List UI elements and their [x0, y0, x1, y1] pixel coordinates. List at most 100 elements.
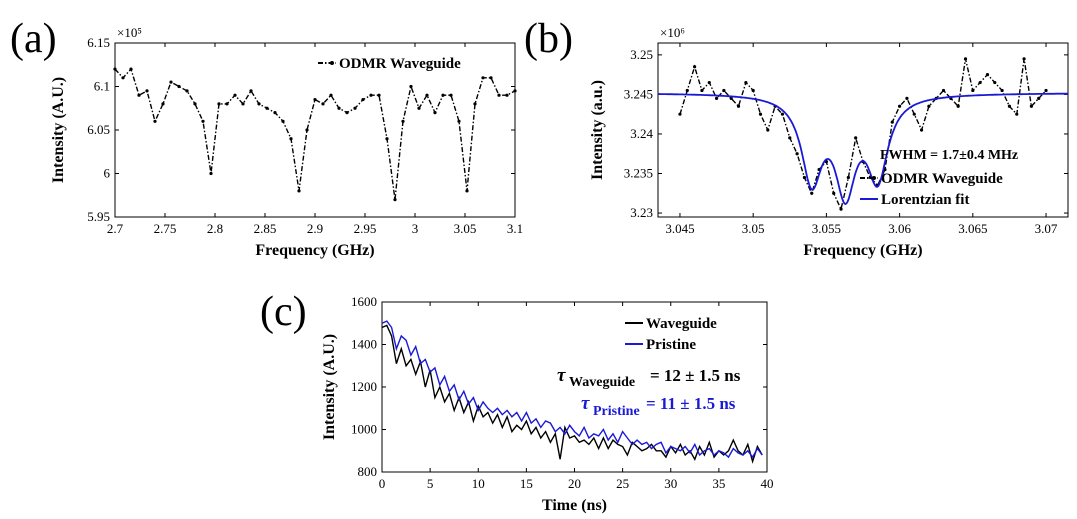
data-point — [321, 102, 325, 106]
data-point — [714, 96, 719, 100]
x-tick-label: 3 — [412, 221, 419, 236]
data-point — [489, 76, 493, 80]
axis-multiplier: ×10⁵ — [117, 25, 142, 40]
data-point — [854, 136, 858, 140]
data-point — [161, 102, 165, 106]
x-tick-label: 3.065 — [958, 221, 987, 236]
x-tick-label: 3.06 — [888, 221, 911, 236]
data-point — [113, 67, 117, 71]
y-tick-label: 1400 — [351, 337, 377, 352]
y-axis-label: Intensity (A.U.) — [50, 77, 67, 183]
data-point — [345, 111, 349, 115]
x-tick-label: 25 — [616, 476, 629, 491]
data-point — [369, 93, 373, 97]
x-tick-label: 15 — [520, 476, 533, 491]
data-point — [802, 175, 807, 180]
y-tick-label: 3.23 — [630, 205, 653, 220]
chart-a: 2.7 2.75 2.8 2.85 2.9 2.95 3 3.05 3.1 5.95 6 6.05 6.… — [50, 25, 523, 259]
y-tick-label: 3.235 — [624, 166, 653, 181]
data-point — [707, 80, 711, 85]
y-tick-label: 3.24 — [630, 126, 653, 141]
data-point — [153, 119, 157, 123]
legend-label: ODMR Waveguide — [339, 56, 461, 72]
data-point — [497, 93, 501, 97]
data-point — [758, 112, 763, 116]
data-point — [465, 189, 469, 193]
data-point — [401, 119, 405, 123]
data-point — [449, 93, 453, 97]
data-point — [337, 106, 341, 110]
x-tick-label: 0 — [379, 476, 386, 491]
x-tick-label: 40 — [761, 476, 774, 491]
data-point — [225, 102, 229, 106]
x-tick-label: 2.7 — [107, 221, 124, 236]
data-point — [473, 102, 477, 106]
data-point — [185, 89, 189, 93]
x-tick-label: 30 — [664, 476, 677, 491]
data-point — [433, 111, 437, 115]
data-point — [425, 93, 429, 97]
data-point — [971, 88, 975, 93]
data-point — [457, 119, 461, 123]
y-tick-label: 1600 — [351, 294, 377, 309]
tau-waveguide-subscript: Waveguide — [569, 375, 635, 390]
data-point — [744, 80, 748, 85]
y-axis-label: Intensity (a.u.) — [589, 80, 606, 180]
y-tick-label: 6.1 — [94, 79, 110, 94]
data-point — [505, 93, 509, 97]
data-point — [963, 57, 968, 61]
data-point — [993, 80, 997, 85]
data-point — [919, 128, 924, 132]
x-tick-label: 2.95 — [354, 221, 377, 236]
data-point — [249, 89, 253, 93]
data-point — [257, 102, 261, 106]
x-tick-label: 2.9 — [307, 221, 323, 236]
data-point — [129, 67, 133, 71]
data-point — [985, 73, 990, 77]
data-point — [329, 93, 333, 97]
data-point — [693, 65, 697, 69]
data-point — [780, 112, 785, 116]
fwhm-annotation: FWHM = 1.7±0.4 MHz — [880, 148, 1018, 163]
legend-label: Pristine — [646, 337, 696, 353]
data-point — [1044, 88, 1048, 93]
legend-label: Lorentzian fit — [881, 192, 969, 208]
legend-label: Waveguide — [646, 316, 717, 332]
data-point — [265, 106, 269, 110]
data-point — [729, 96, 733, 100]
x-tick-label: 3.055 — [812, 221, 841, 236]
data-point — [441, 93, 445, 97]
series-line-waveguide — [381, 324, 763, 464]
x-tick-label: 2.75 — [154, 221, 177, 236]
data-point — [839, 207, 843, 211]
data-point — [417, 106, 421, 110]
data-point — [1037, 96, 1041, 100]
y-tick-label: 1000 — [351, 422, 377, 437]
data-point — [898, 104, 902, 108]
data-point — [722, 88, 726, 93]
data-point — [241, 102, 245, 106]
data-point — [766, 128, 770, 132]
x-tick-label: 2.85 — [254, 221, 277, 236]
legend-label: ODMR Waveguide — [881, 171, 1003, 187]
data-point — [377, 93, 381, 97]
data-point — [751, 88, 755, 93]
y-tick-label: 3.245 — [624, 86, 653, 101]
x-tick-label: 2.8 — [207, 221, 223, 236]
y-tick-label: 5.95 — [87, 209, 110, 224]
tau-waveguide-symbol: τ — [557, 365, 566, 386]
tau-pristine-subscript: Pristine — [593, 404, 640, 419]
data-point — [313, 97, 317, 102]
y-tick-label: 800 — [358, 464, 378, 479]
tau-pristine-symbol: τ — [581, 393, 590, 414]
data-point — [1007, 104, 1012, 108]
data-point — [810, 191, 814, 195]
chart-b: 3.045 3.05 3.055 3.06 3.065 3.07 3.23 3.235 3.24… — [589, 25, 1069, 259]
data-point — [890, 120, 894, 124]
data-point — [305, 128, 309, 132]
data-point — [297, 189, 301, 193]
data-point — [905, 96, 909, 100]
data-point — [385, 137, 389, 141]
data-point — [700, 88, 704, 93]
y-tick-label: 1200 — [351, 379, 377, 394]
